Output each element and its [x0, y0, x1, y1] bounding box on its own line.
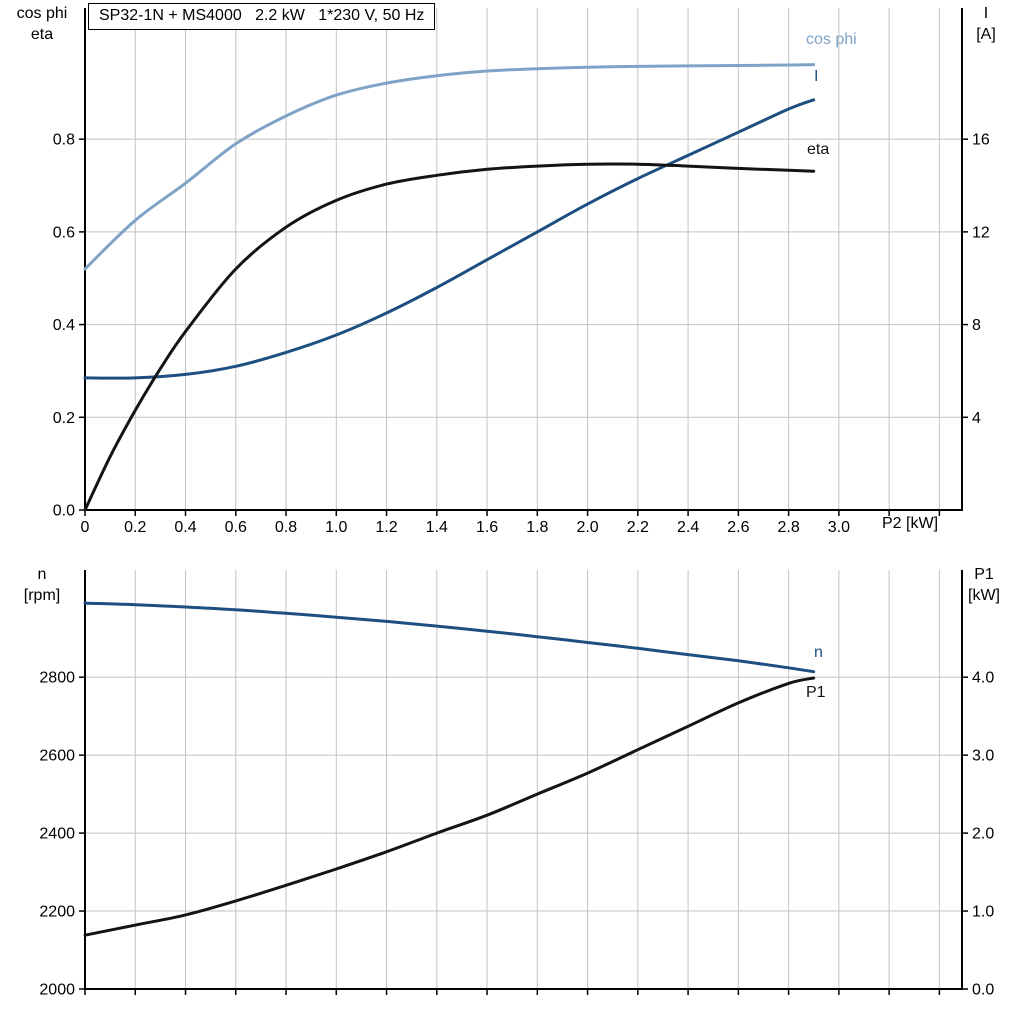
top-chart: 0 0.2 0.4 0.6 0.8 1.0 1.2 1.4 1.6 1.8 2.0 2.2 2.4 2.6… — [53, 8, 990, 536]
x-tick-label: 0.4 — [174, 519, 196, 536]
bottom-right-axis-title: P1 [kW] — [952, 564, 1016, 606]
y-right-tick-label: 2.0 — [972, 826, 994, 843]
y-right-tick-label: 3.0 — [972, 748, 994, 765]
chart-title-box: SP32-1N + MS4000 2.2 kW 1*230 V, 50 Hz — [88, 3, 436, 30]
x-tick-label: 0.2 — [124, 519, 146, 536]
axis-title-speed: n — [37, 566, 47, 583]
x-tick-label: 2.6 — [727, 519, 749, 536]
y-left-tick-label: 2000 — [39, 982, 75, 999]
x-tick-label: 0.8 — [275, 519, 297, 536]
top-left-axis-title: cos phi eta — [4, 3, 80, 45]
axis-title-p1: P1 — [974, 566, 994, 583]
curve-eta — [83, 162, 816, 512]
y-right-tick-label: 0.0 — [972, 982, 994, 999]
y-right-tick-label: 1.0 — [972, 904, 994, 921]
axis-title-p1-unit: [kW] — [968, 587, 1000, 604]
x-axis-label: P2 [kW] — [882, 515, 939, 532]
x-tick-label: 2.4 — [677, 519, 699, 536]
curve-label-speed: n — [814, 644, 823, 661]
y-right-tick-label: 4 — [972, 410, 981, 427]
y-left-tick-label: 0.0 — [53, 503, 75, 520]
y-left-tick-label: 0.2 — [53, 410, 75, 427]
y-right-tick-label: 8 — [972, 317, 981, 334]
y-right-tick-label: 12 — [972, 224, 990, 241]
y-left-tick-label: 2800 — [39, 670, 75, 687]
curve-label-current: I — [814, 68, 819, 85]
y-right-tick-label: 16 — [972, 132, 990, 149]
curve-label-eta: eta — [807, 141, 830, 158]
x-tick-label: 2.8 — [777, 519, 799, 536]
x-tick-label: 1.4 — [426, 519, 448, 536]
x-tick-label: 3.0 — [828, 519, 850, 536]
x-tick-label: 1.6 — [476, 519, 498, 536]
x-tick-label: 2.0 — [576, 519, 598, 536]
axis-title-cos-phi: cos phi — [16, 5, 68, 22]
y-left-tick-label: 2400 — [39, 826, 75, 843]
curve-current — [83, 98, 816, 380]
y-left-tick-label: 0.6 — [53, 224, 75, 241]
axis-title-current: I — [983, 5, 989, 22]
bottom-left-axis-title: n [rpm] — [4, 564, 80, 606]
curve-speed — [83, 601, 816, 674]
y-left-tick-label: 2600 — [39, 748, 75, 765]
bottom-chart: 2000 2200 2400 2600 2800 0.0 1.0 2.0 3.0 4.0 — [39, 570, 994, 999]
y-left-tick-label: 0.4 — [53, 317, 75, 334]
axis-title-eta: eta — [30, 26, 54, 43]
top-right-axis-title: I [A] — [956, 3, 1016, 45]
x-tick-label: 1.0 — [325, 519, 347, 536]
x-tick-label: 2.2 — [627, 519, 649, 536]
y-left-tick-label: 2200 — [39, 904, 75, 921]
curve-label-cos-phi: cos phi — [806, 31, 857, 48]
y-right-tick-label: 4.0 — [972, 670, 994, 687]
curve-label-p1: P1 — [806, 684, 826, 701]
x-tick-label: 0 — [81, 519, 90, 536]
curve-cos-phi — [83, 63, 816, 271]
x-tick-label: 1.8 — [526, 519, 548, 536]
curve-p1 — [83, 676, 816, 937]
x-tick-label: 0.6 — [225, 519, 247, 536]
y-left-tick-label: 0.8 — [53, 132, 75, 149]
axis-title-speed-unit: [rpm] — [23, 587, 61, 604]
axis-title-current-unit: [A] — [976, 26, 996, 43]
x-tick-label: 1.2 — [375, 519, 397, 536]
